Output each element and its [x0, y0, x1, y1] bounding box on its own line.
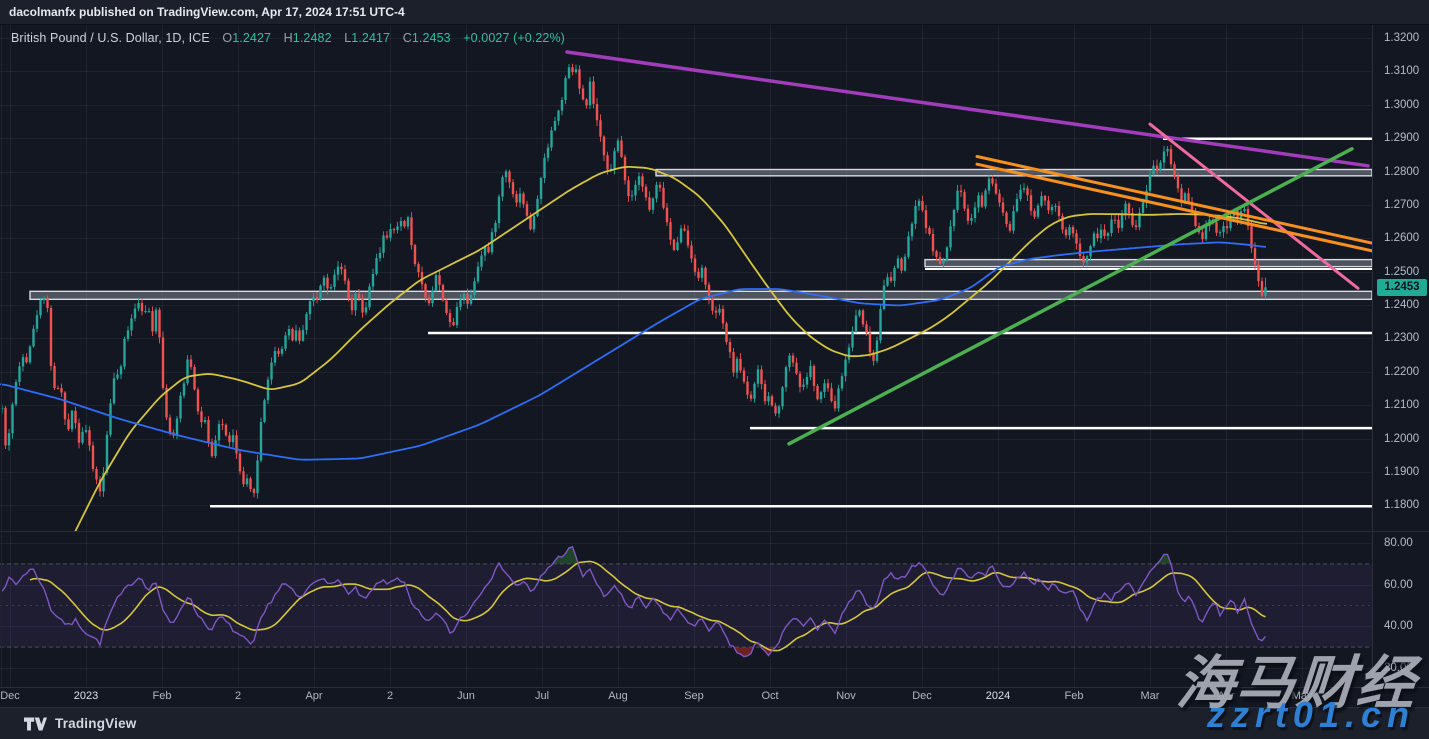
price-change-text: +0.0027 (+0.22%) [463, 31, 565, 45]
ascending-trendline-green[interactable] [787, 147, 1354, 446]
ohlc-high-label: H [283, 31, 293, 45]
time-axis-label: 2 [386, 690, 394, 702]
descending-trendline-pink[interactable] [1148, 122, 1360, 290]
rsi-overbought-fill [498, 546, 1171, 564]
ma-slow-blue-line [0, 241, 1267, 461]
time-axis-label: 2023 [73, 690, 99, 702]
price-axis-label: 1.3000 [1384, 98, 1420, 111]
rsi-axis-label: 20.00 [1384, 661, 1413, 674]
descending-channel-orange-upper[interactable] [975, 154, 1374, 245]
price-axis-label: 1.1800 [1384, 499, 1420, 512]
symbol-info-bar: British Pound / U.S. Dollar, 1D, ICE O1.… [11, 31, 565, 47]
time-axis-label: Apr [1217, 690, 1235, 702]
rsi-ma-yellow-line [29, 560, 1266, 652]
time-axis-label: Nov [836, 690, 856, 702]
bottom-bar: TradingView [0, 707, 1429, 739]
time-axis-label: Mar [1140, 690, 1160, 702]
horizontal-levels [210, 137, 1372, 508]
price-axis-label: 1.2700 [1384, 198, 1420, 211]
price-axis-label: 1.3200 [1384, 32, 1420, 44]
tradingview-logo-icon[interactable] [24, 717, 47, 731]
grid-lines [0, 25, 1372, 687]
time-axis[interactable]: Dec 2023 Feb 2 Apr 2 Jun Jul Aug Sep Oct Nov Dec 2024… [0, 687, 1373, 707]
candlesticks [0, 63, 1267, 499]
price-axis-label: 1.2100 [1384, 399, 1420, 412]
ohlc-open-label: O [222, 31, 233, 45]
last-price-value: 1.2453 [1384, 281, 1420, 294]
ohlc-close-value: 1.2453 [411, 31, 451, 45]
watermark-site-url: zzrt01.cn [1206, 694, 1415, 735]
publish-info-bar: dacolmanfx published on TradingView.com,… [0, 0, 1429, 25]
price-axis-label: 1.2500 [1384, 265, 1420, 278]
rsi-axis-label: 60.00 [1384, 578, 1413, 591]
price-axis-label: 1.2400 [1384, 299, 1420, 311]
ohlc-open-value: 1.2427 [232, 31, 272, 45]
ohlc-close-label: C [402, 31, 412, 45]
price-axis-label: 1.2300 [1384, 332, 1420, 345]
time-axis-label: Feb [152, 690, 172, 702]
ma-fast-yellow-line [74, 165, 1268, 531]
price-axis-label: 1.2200 [1384, 365, 1420, 378]
time-axis-label: 2024 [985, 690, 1011, 702]
time-axis-label: Feb [1064, 690, 1084, 702]
trendlines[interactable] [565, 50, 1374, 446]
rsi-axis-label: 80.00 [1384, 537, 1413, 549]
ohlc-high-value: 1.2482 [292, 31, 332, 45]
time-axis-label: Aug [608, 690, 628, 702]
symbol-title: British Pound / U.S. Dollar, 1D, ICE [11, 31, 210, 45]
time-axis-label: Dec [0, 690, 20, 702]
descending-channel-orange-lower[interactable] [975, 162, 1374, 253]
publish-info-text: dacolmanfx published on TradingView.com,… [9, 5, 405, 19]
time-axis-label: Oct [761, 690, 779, 702]
ohlc-low-value: 1.2417 [351, 31, 391, 45]
price-axis[interactable]: 1.3200 1.3100 1.3000 1.2900 1.2800 1.2700 1.26… [1373, 25, 1429, 707]
rsi-axis-label: 40.00 [1384, 620, 1413, 633]
price-axis-label: 1.1900 [1384, 465, 1420, 478]
time-axis-label: Sep [684, 690, 704, 702]
price-axis-label: 1.2000 [1384, 432, 1420, 445]
descending-trendline-purple[interactable] [565, 50, 1370, 168]
price-axis-label: 1.2900 [1384, 132, 1420, 145]
price-axis-label: 1.2800 [1384, 165, 1420, 178]
price-zone [29, 290, 1372, 301]
price-axis-label: 1.2600 [1384, 232, 1420, 245]
time-axis-label: Jun [457, 690, 475, 702]
rsi-purple-line [1, 546, 1267, 658]
price-axis-label: 1.3100 [1384, 65, 1420, 78]
support-resistance-zones [29, 168, 1372, 301]
tradingview-brand-link[interactable]: TradingView [55, 716, 137, 731]
rsi-indicator-pane [0, 546, 1372, 658]
time-axis-label: Apr [305, 690, 323, 702]
last-price-badge: 1.2453 [1377, 278, 1427, 296]
time-axis-label: Jul [534, 690, 550, 702]
price-zone [924, 258, 1372, 268]
ohlc-low-label: L [344, 31, 352, 45]
time-axis-label: 2 [234, 690, 242, 702]
time-axis-label: Dec [912, 690, 932, 702]
time-axis-label: May [1291, 690, 1313, 702]
